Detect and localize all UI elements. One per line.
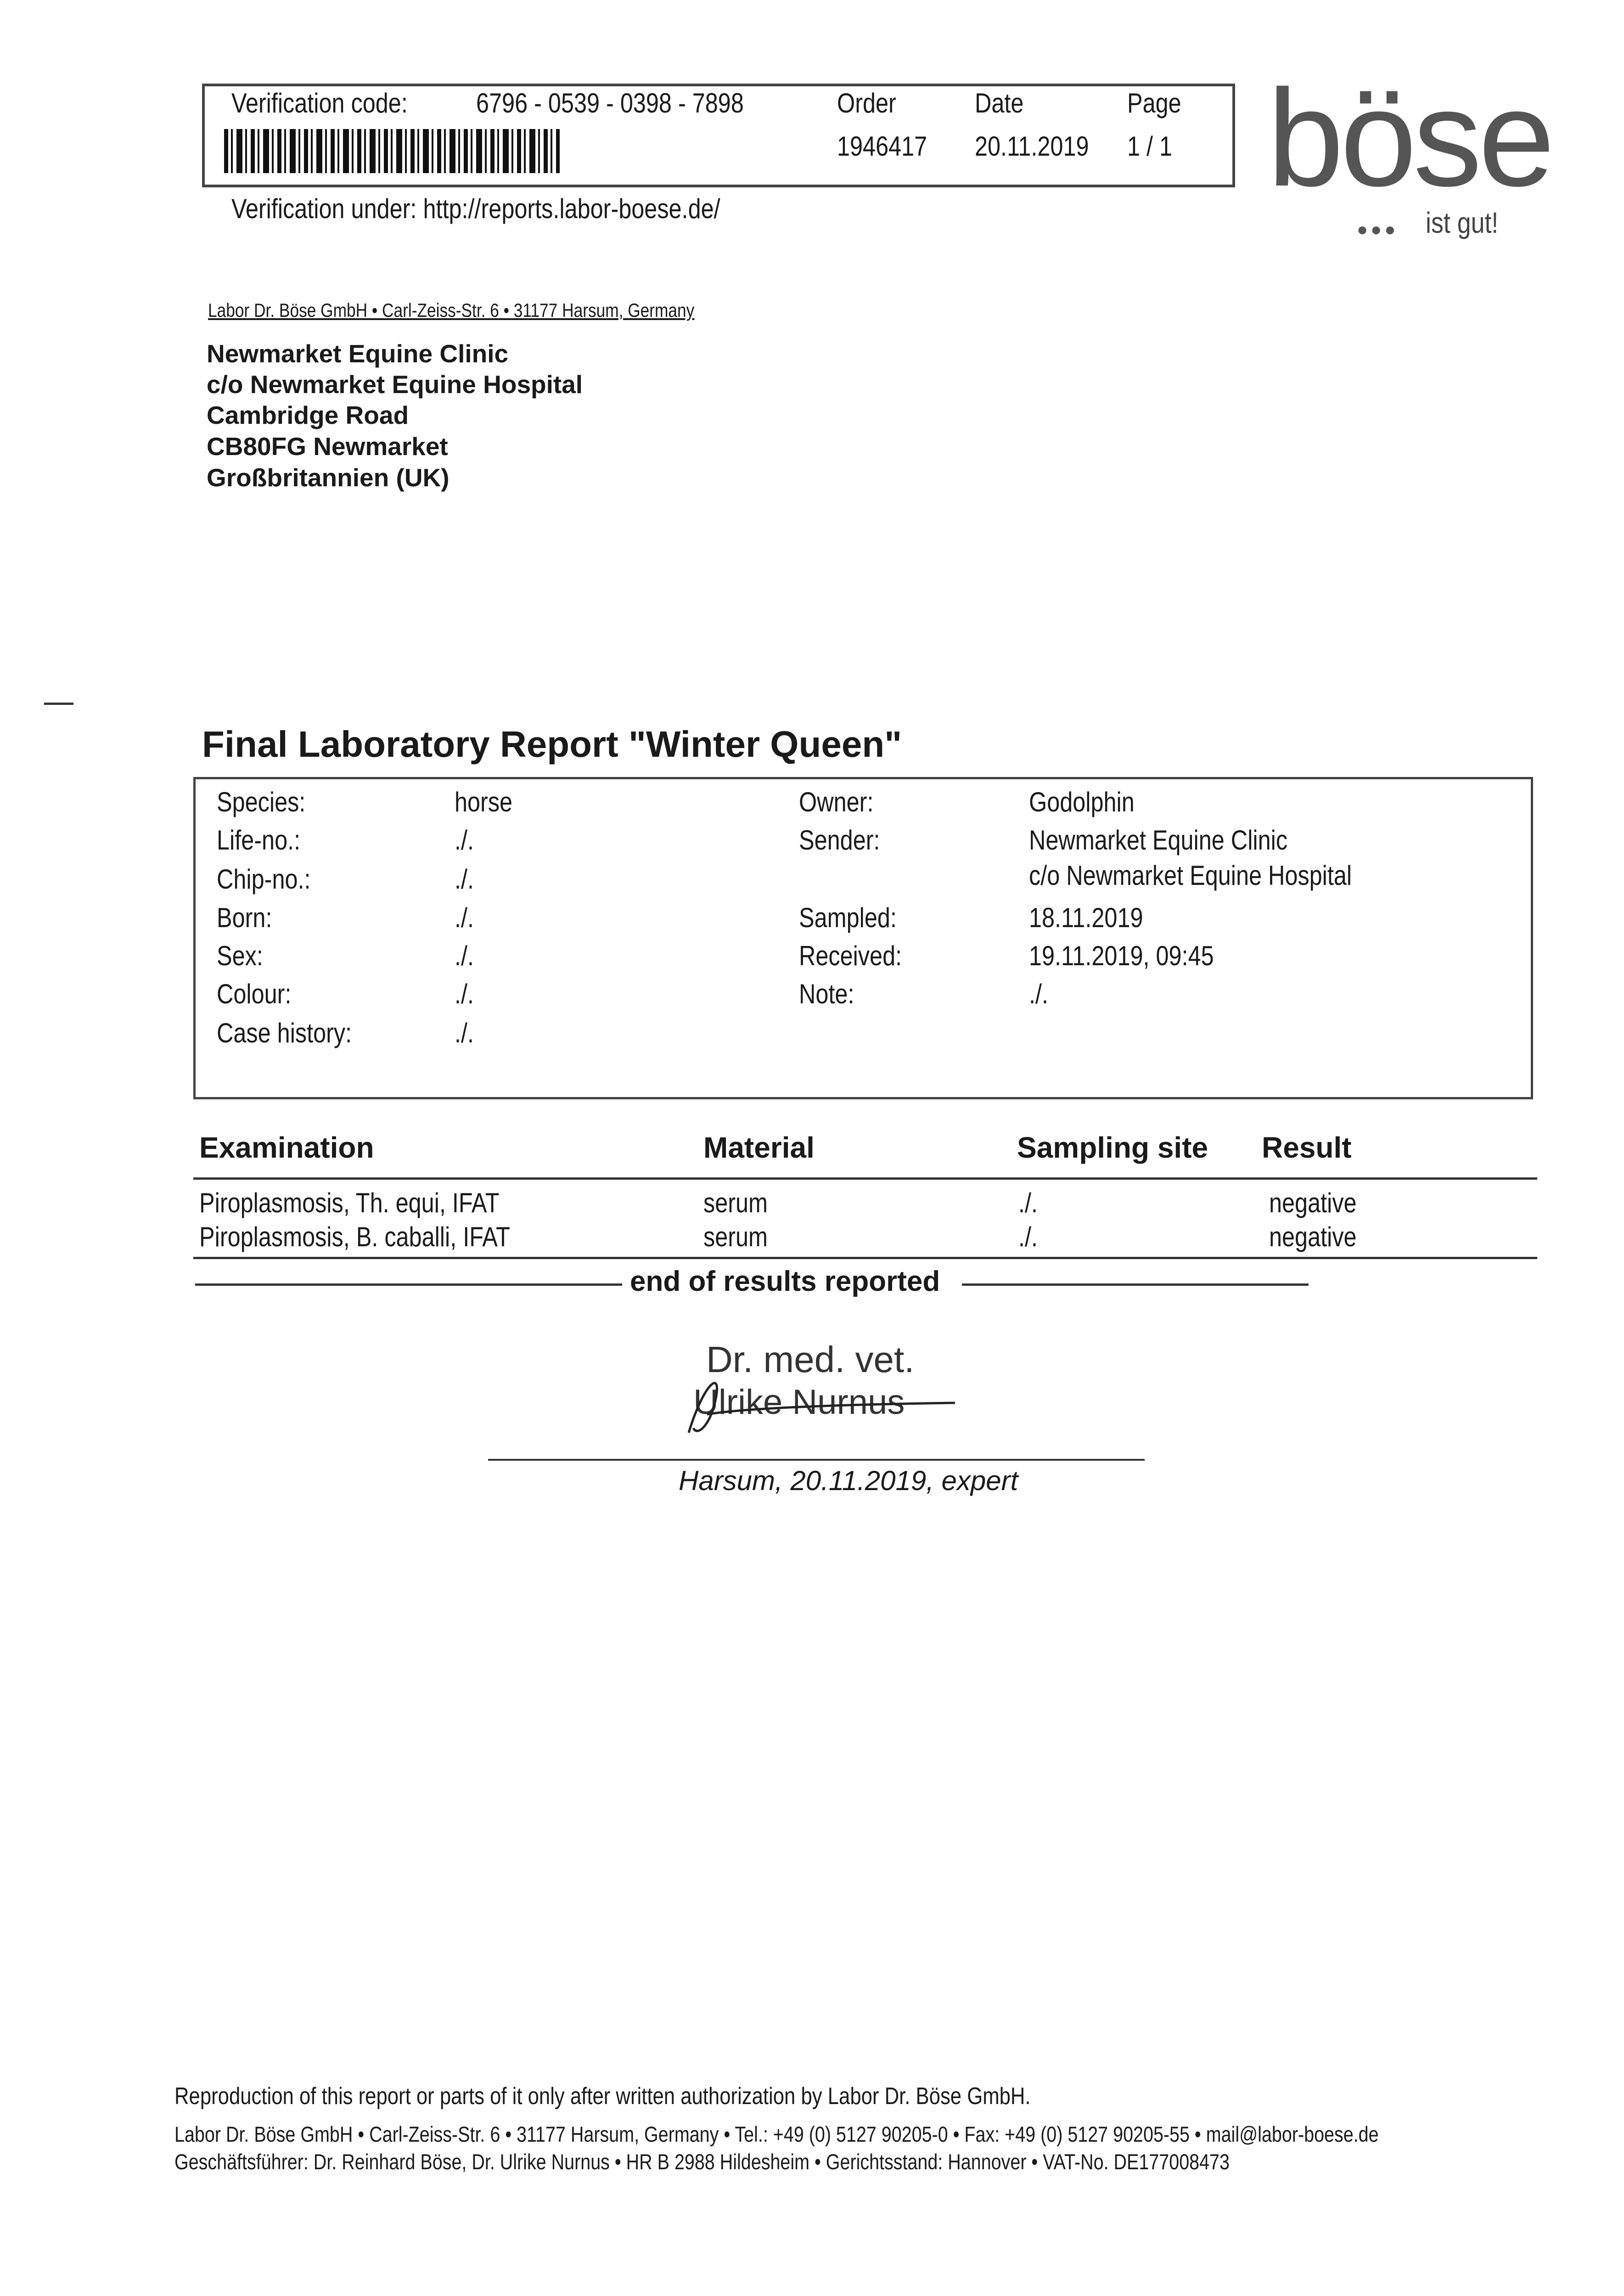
received-label: Received:	[799, 940, 902, 971]
footer-legal: Geschäftsführer: Dr. Reinhard Böse, Dr. …	[174, 2150, 1230, 2174]
note-value: ./.	[1029, 979, 1049, 1009]
info-label: Life-no.:	[217, 825, 301, 855]
signature-caption: Harsum, 20.11.2019, expert	[679, 1465, 1018, 1496]
info-value: ./.	[455, 979, 474, 1009]
table-header-rule	[193, 1177, 1537, 1180]
owner-value: Godolphin	[1029, 787, 1135, 817]
sampled-label: Sampled:	[799, 902, 897, 933]
recipient-line: Newmarket Equine Clinic	[207, 339, 509, 368]
info-value: ./.	[455, 902, 474, 933]
recipient-line: CB80FG Newmarket	[207, 432, 448, 461]
recipient-line: Cambridge Road	[207, 401, 409, 429]
logo-tagline: ist gut!	[1426, 206, 1499, 239]
owner-label: Owner:	[799, 787, 874, 817]
info-label: Colour:	[217, 979, 292, 1009]
column-header-examination: Examination	[199, 1131, 374, 1164]
info-label: Case history:	[217, 1018, 352, 1048]
result-cell: negative	[1269, 1221, 1357, 1252]
examination-cell: Piroplasmosis, B. caballi, IFAT	[199, 1221, 510, 1252]
verification-label: Verification code:	[231, 88, 408, 118]
recipient-line: Großbritannien (UK)	[207, 463, 450, 492]
material-cell: serum	[703, 1221, 768, 1252]
received-value: 19.11.2019, 09:45	[1029, 940, 1214, 971]
page-label: Page	[1127, 88, 1181, 118]
info-value: ./.	[455, 940, 474, 971]
note-label: Note:	[799, 979, 854, 1009]
material-cell: serum	[703, 1187, 768, 1218]
sender-value: Newmarket Equine Clinic	[1029, 825, 1288, 855]
bose-logo: böse	[1267, 61, 1555, 215]
header-box	[202, 84, 1235, 187]
sampled-value: 18.11.2019	[1029, 902, 1143, 933]
sampling-site-cell: ./.	[1018, 1187, 1038, 1218]
recipient-line: c/o Newmarket Equine Hospital	[207, 370, 583, 399]
info-value: horse	[455, 787, 513, 817]
end-dash-right	[962, 1283, 1309, 1286]
signature-stamp-name: Ulrike Nurnus	[693, 1383, 905, 1422]
fold-mark	[44, 703, 73, 705]
sender-label: Sender:	[799, 825, 880, 855]
page-value: 1 / 1	[1127, 131, 1173, 162]
date-value: 20.11.2019	[975, 131, 1089, 162]
patient-info-box	[193, 777, 1533, 1099]
result-cell: negative	[1269, 1187, 1357, 1218]
table-bottom-rule	[193, 1257, 1537, 1259]
end-dash-left	[195, 1283, 622, 1286]
info-value: ./.	[455, 825, 474, 855]
barcode	[224, 129, 560, 173]
info-value: ./.	[455, 1018, 474, 1048]
reproduction-notice: Reproduction of this report or parts of …	[174, 2083, 1031, 2110]
verification-code: 6796 - 0539 - 0398 - 7898	[476, 88, 744, 118]
sender-return-line: Labor Dr. Böse GmbH • Carl-Zeiss-Str. 6 …	[208, 299, 695, 321]
end-of-results: end of results reported	[630, 1266, 940, 1297]
verification-url[interactable]: Verification under: http://reports.labor…	[231, 193, 720, 224]
column-header-result: Result	[1262, 1131, 1352, 1164]
info-value: ./.	[455, 864, 474, 895]
page-title: Final Laboratory Report "Winter Queen"	[202, 724, 902, 765]
order-value: 1946417	[837, 131, 927, 162]
info-label: Chip-no.:	[217, 864, 311, 895]
handwritten-signature-icon	[687, 1382, 955, 1433]
order-label: Order	[837, 88, 896, 118]
sampling-site-cell: ./.	[1018, 1221, 1038, 1252]
signature-line	[488, 1459, 1145, 1461]
sender-value: c/o Newmarket Equine Hospital	[1029, 860, 1352, 891]
date-label: Date	[975, 88, 1024, 118]
examination-cell: Piroplasmosis, Th. equi, IFAT	[199, 1187, 500, 1218]
footer-contact: Labor Dr. Böse GmbH • Carl-Zeiss-Str. 6 …	[174, 2122, 1379, 2146]
info-label: Sex:	[217, 940, 263, 971]
signature-stamp-title: Dr. med. vet.	[706, 1339, 915, 1380]
logo-dots-icon: ●●●	[1357, 219, 1399, 240]
column-header-material: Material	[703, 1131, 815, 1164]
info-label: Species:	[217, 787, 306, 817]
info-label: Born:	[217, 902, 272, 933]
column-header-sampling-site: Sampling site	[1017, 1131, 1208, 1164]
